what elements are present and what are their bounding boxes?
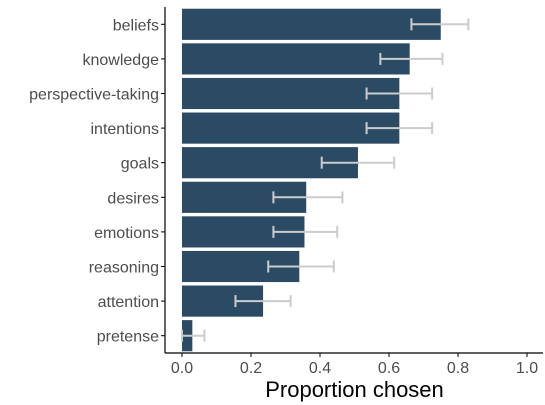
x-tick-label: 1.0 [516, 360, 538, 377]
error-bar-perspective-taking [365, 87, 434, 100]
y-tick-label-pretense: pretense [97, 329, 159, 346]
bar-beliefs [182, 8, 441, 40]
bar-perspective-taking [182, 77, 400, 110]
error-bar-emotions [272, 225, 339, 238]
error-bar-beliefs [410, 18, 470, 31]
error-bar-goals [320, 156, 396, 169]
y-ticks-group: beliefs knowledge perspective-taking intent… [29, 17, 165, 346]
x-tick-label: 0.2 [240, 360, 262, 377]
bar-knowledge [182, 43, 410, 75]
y-tick-label-goals: goals [121, 156, 159, 173]
error-bar-attention [234, 295, 292, 308]
x-tick-label: 0.6 [378, 360, 400, 377]
error-bar-desires [272, 191, 344, 204]
x-tick-label: 0.8 [447, 360, 469, 377]
y-tick-label-emotions: emotions [94, 225, 159, 242]
y-tick-label-knowledge: knowledge [83, 52, 160, 69]
error-bar-knowledge [379, 52, 444, 65]
bars-group [182, 8, 441, 352]
y-tick-label-attention: attention [98, 294, 159, 311]
x-ticks-group: 0.0 0.2 0.4 0.6 0.8 1.0 [171, 353, 538, 377]
error-bars-group [181, 18, 470, 342]
error-bar-reasoning [267, 260, 335, 273]
error-bar-pretense [181, 329, 206, 342]
y-tick-label-desires: desires [107, 190, 159, 207]
y-tick-label-intentions: intentions [91, 121, 160, 138]
y-tick-label-reasoning: reasoning [89, 260, 159, 277]
x-tick-label: 0.4 [309, 360, 331, 377]
bar-intentions [182, 112, 400, 144]
y-tick-label-beliefs: beliefs [113, 17, 159, 34]
error-bar-intentions [365, 122, 434, 135]
x-axis-title: Proportion chosen [265, 377, 444, 402]
x-tick-label: 0.0 [171, 360, 193, 377]
y-tick-label-perspective-taking: perspective-taking [29, 87, 159, 104]
